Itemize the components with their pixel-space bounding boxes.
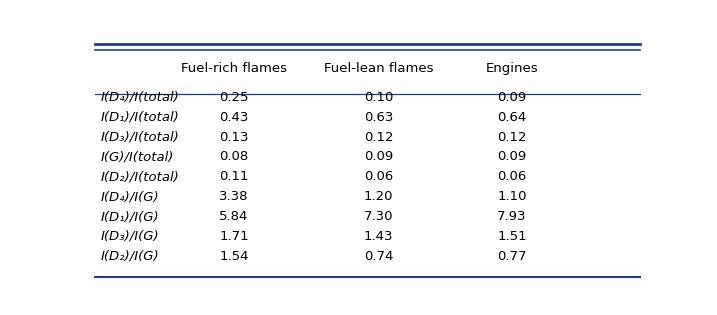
- Text: I(D₄)/I(total): I(D₄)/I(total): [100, 91, 179, 104]
- Text: 1.51: 1.51: [497, 230, 527, 243]
- Text: I(D₂)/I(G): I(D₂)/I(G): [100, 250, 159, 263]
- Text: 0.13: 0.13: [219, 130, 249, 144]
- Text: 0.09: 0.09: [364, 150, 393, 163]
- Text: I(D₃)/I(G): I(D₃)/I(G): [100, 230, 159, 243]
- Text: Engines: Engines: [485, 62, 538, 75]
- Text: 7.30: 7.30: [364, 210, 394, 223]
- Text: 0.25: 0.25: [219, 91, 249, 104]
- Text: 1.71: 1.71: [219, 230, 249, 243]
- Text: Fuel-lean flames: Fuel-lean flames: [324, 62, 433, 75]
- Text: 0.64: 0.64: [498, 111, 526, 123]
- Text: 3.38: 3.38: [219, 190, 249, 203]
- Text: Fuel-rich flames: Fuel-rich flames: [181, 62, 287, 75]
- Text: 0.08: 0.08: [219, 150, 249, 163]
- Text: 0.77: 0.77: [497, 250, 527, 263]
- Text: I(D₃)/I(total): I(D₃)/I(total): [100, 130, 179, 144]
- Text: 0.11: 0.11: [219, 170, 249, 183]
- Text: I(D₂)/I(total): I(D₂)/I(total): [100, 170, 179, 183]
- Text: I(D₁)/I(total): I(D₁)/I(total): [100, 111, 179, 123]
- Text: 1.43: 1.43: [364, 230, 394, 243]
- Text: 0.09: 0.09: [498, 150, 526, 163]
- Text: 0.74: 0.74: [364, 250, 393, 263]
- Text: 0.12: 0.12: [364, 130, 394, 144]
- Text: 1.10: 1.10: [497, 190, 527, 203]
- Text: 0.09: 0.09: [498, 91, 526, 104]
- Text: 0.63: 0.63: [364, 111, 393, 123]
- Text: 0.10: 0.10: [364, 91, 393, 104]
- Text: 0.06: 0.06: [498, 170, 526, 183]
- Text: 7.93: 7.93: [497, 210, 527, 223]
- Text: 0.06: 0.06: [364, 170, 393, 183]
- Text: 0.43: 0.43: [219, 111, 249, 123]
- Text: 0.12: 0.12: [497, 130, 527, 144]
- Text: I(D₁)/I(G): I(D₁)/I(G): [100, 210, 159, 223]
- Text: 5.84: 5.84: [219, 210, 249, 223]
- Text: I(D₄)/I(G): I(D₄)/I(G): [100, 190, 159, 203]
- Text: 1.54: 1.54: [219, 250, 249, 263]
- Text: 1.20: 1.20: [364, 190, 394, 203]
- Text: I(G)/I(total): I(G)/I(total): [100, 150, 174, 163]
